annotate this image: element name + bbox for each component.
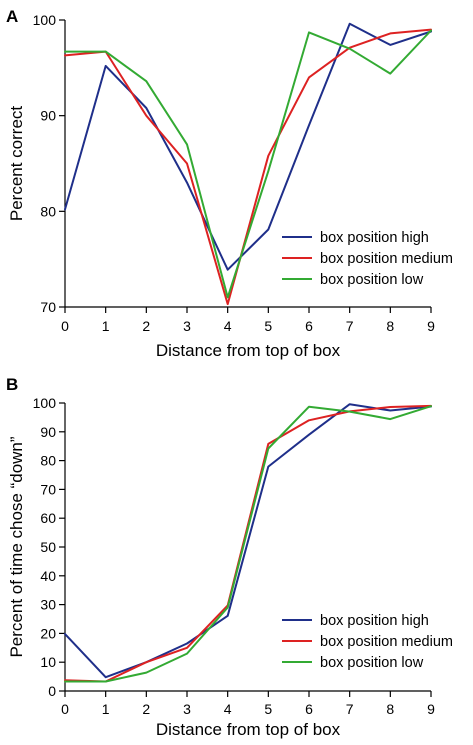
panel-b-legend-label-high: box position high: [320, 613, 429, 629]
panel-a-series-line-low: [64, 29, 432, 299]
panel-b-x-tick-label: 9: [427, 701, 435, 717]
panel-a-x-tick-label: 4: [224, 318, 232, 334]
panel-a-y-axis-title: Percent correct: [7, 106, 26, 222]
panel-b-y-tick-label: 60: [40, 510, 56, 526]
panel-b-y-tick-label: 70: [40, 481, 56, 497]
panel-a-series-line-medium: [64, 28, 432, 306]
panel-a-y-tick-label: 70: [40, 299, 56, 315]
panel-b-y-axis-title: Percent of time chose “down”: [7, 436, 26, 657]
panel-b-y-tick-label: 30: [40, 597, 56, 613]
panel-a-x-tick-label: 3: [183, 318, 191, 334]
panel-b-x-tick-label: 2: [142, 701, 150, 717]
panel-b-y-tick-label: 0: [48, 683, 56, 699]
panel-b-chart: B 0 10 20 30 40 50 60 70 80 90 100 0 1 2 3 4 5 6 7 8 9 Distanc…: [6, 375, 453, 739]
panel-a-legend-label-low: box position low: [320, 272, 424, 288]
panel-b-legend: box position high box position medium box …: [282, 613, 453, 671]
panel-b-y-tick-label: 50: [40, 539, 56, 555]
panel-b-legend-label-low: box position low: [320, 655, 424, 671]
panel-b-y-tick-label: 20: [40, 625, 56, 641]
panel-b-x-tick-label: 1: [102, 701, 110, 717]
panel-b-y-tick-label: 100: [33, 395, 57, 411]
panel-a-x-tick-label: 6: [305, 318, 313, 334]
panel-b-x-tick-label: 0: [61, 701, 69, 717]
panel-a-legend-label-high: box position high: [320, 230, 429, 246]
panel-a-x-tick-label: 1: [102, 318, 110, 334]
panel-b-y-tick-label: 80: [40, 453, 56, 469]
panel-b-y-tick-label: 10: [40, 654, 56, 670]
panel-a-chart: A 70 80 90 100 0 1 2 3 4 5 6 7 8 9 Distance from top of…: [6, 7, 453, 360]
panel-a-letter: A: [6, 7, 18, 26]
panel-b-x-tick-label: 8: [386, 701, 394, 717]
panel-b-letter: B: [6, 375, 18, 394]
panel-b-x-tick-label: 3: [183, 701, 191, 717]
panel-a-x-tick-label: 7: [346, 318, 354, 334]
panel-b-y-tick-label: 40: [40, 568, 56, 584]
panel-b-x-tick-label: 6: [305, 701, 313, 717]
panel-b-x-axis-title: Distance from top of box: [156, 720, 341, 739]
panel-b-x-tick-label: 4: [224, 701, 232, 717]
panel-b-series-line-high: [64, 403, 432, 679]
panel-b-x-tick-label: 5: [264, 701, 272, 717]
panel-b-legend-label-medium: box position medium: [320, 634, 453, 650]
panel-a-y-tick-label: 80: [40, 203, 56, 219]
panel-b-x-tick-label: 7: [346, 701, 354, 717]
panel-a-x-tick-label: 5: [264, 318, 272, 334]
panel-a-y-tick-label: 90: [40, 108, 56, 124]
panel-a-x-tick-label: 0: [61, 318, 69, 334]
panel-a-x-tick-label: 8: [386, 318, 394, 334]
panel-a-legend-label-medium: box position medium: [320, 251, 453, 267]
panel-a-legend: box position high box position medium box …: [282, 230, 453, 288]
panel-a-x-tick-label: 9: [427, 318, 435, 334]
panel-a-series-line-high: [64, 22, 432, 271]
panel-a-x-axis-title: Distance from top of box: [156, 341, 341, 360]
panel-a-x-tick-label: 2: [142, 318, 150, 334]
panel-b-y-tick-label: 90: [40, 424, 56, 440]
panel-b-series-line-low: [64, 405, 432, 683]
panel-a-y-tick-label: 100: [33, 12, 57, 28]
